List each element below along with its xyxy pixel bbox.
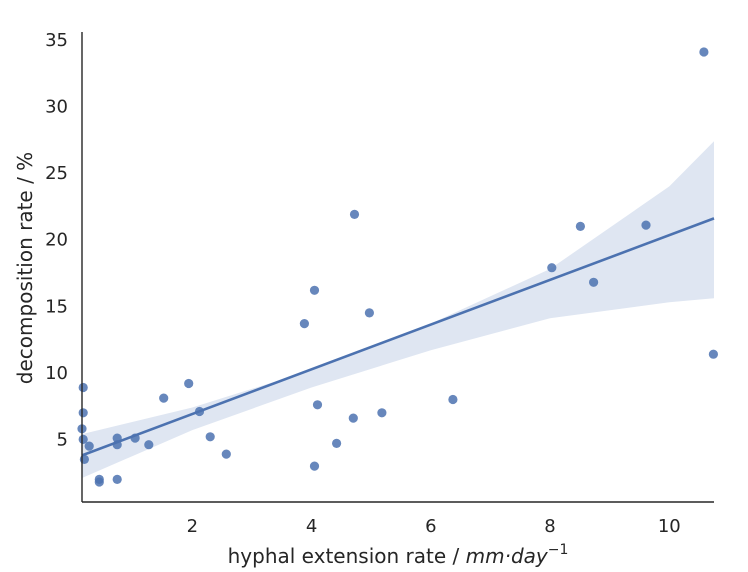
data-point: [78, 382, 88, 393]
data-point: [589, 277, 599, 287]
data-point: [349, 209, 360, 219]
data-point: [309, 285, 320, 295]
data-point: [144, 440, 154, 450]
y-tick-label: 35: [45, 30, 68, 51]
data-point: [377, 408, 387, 418]
x-tick-label: 10: [658, 516, 681, 537]
data-point: [641, 220, 651, 230]
regression-line-layer: [81, 217, 715, 457]
regression-line: [81, 217, 715, 457]
data-point: [130, 433, 140, 443]
data-point: [221, 449, 231, 459]
data-point: [699, 47, 709, 57]
data-point: [575, 221, 586, 231]
data-point: [112, 474, 122, 484]
y-tick-label: 30: [45, 97, 68, 118]
data-point: [79, 454, 89, 464]
data-point: [78, 408, 88, 418]
data-point: [348, 413, 358, 423]
data-point: [112, 440, 122, 450]
y-tick-label: 5: [57, 429, 68, 450]
x-axis-label-unit: mm·day: [466, 544, 549, 568]
y-tick-label: 15: [45, 296, 68, 317]
confidence-band: [82, 141, 714, 478]
data-point: [184, 378, 194, 389]
data-point: [309, 461, 320, 471]
confidence-band-layer: [82, 141, 714, 478]
data-point: [78, 434, 88, 444]
data-point: [84, 441, 94, 451]
data-points-layer: [77, 47, 719, 487]
tick-labels-layer: 2 4 6 8 10 5 10 15 20 25 30 35: [45, 30, 681, 537]
x-axis-label: hyphal extension rate / mm·day−1: [228, 542, 569, 568]
x-tick-label: 2: [187, 516, 198, 537]
y-tick-label: 10: [45, 363, 68, 384]
x-axis-label-exponent: −1: [548, 542, 569, 558]
x-tick-label: 4: [306, 516, 317, 537]
data-point: [205, 432, 215, 442]
y-axis-label: decomposition rate / %: [13, 152, 37, 384]
data-point: [547, 263, 557, 273]
x-tick-label: 6: [425, 516, 436, 537]
x-tick-label: 8: [544, 516, 555, 537]
y-tick-label: 20: [45, 230, 68, 251]
y-tick-label: 25: [45, 163, 68, 184]
data-point: [708, 349, 719, 359]
axes-layer: [81, 32, 714, 503]
data-point: [94, 477, 104, 487]
data-point: [364, 308, 374, 318]
data-point: [299, 319, 309, 329]
x-axis-label-main: hyphal extension rate /: [228, 544, 466, 568]
data-point: [312, 400, 323, 410]
data-point: [159, 393, 169, 403]
data-point: [194, 406, 205, 417]
data-point: [448, 394, 458, 405]
data-point: [332, 438, 342, 448]
data-point: [112, 433, 122, 443]
